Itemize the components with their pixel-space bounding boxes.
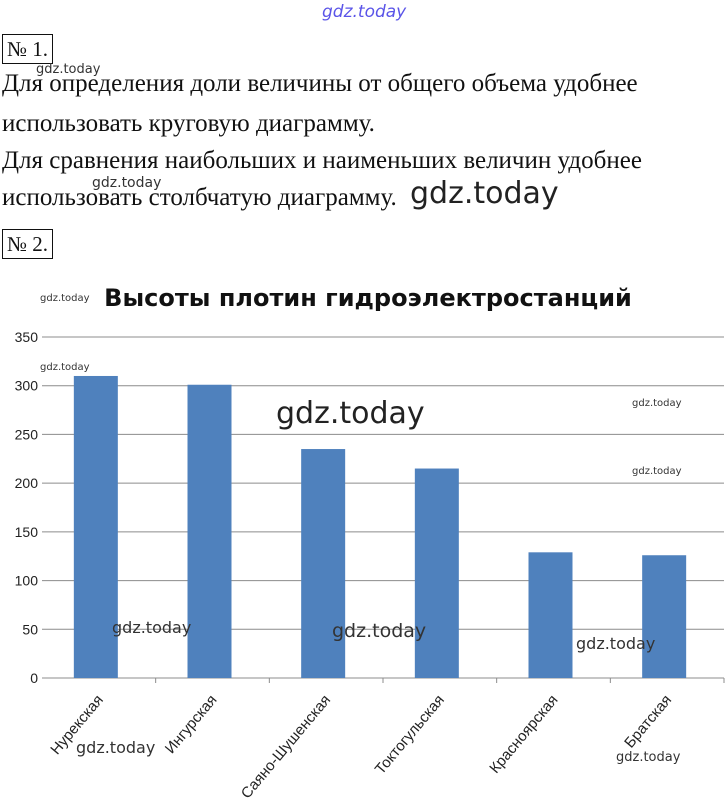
y-tick-label: 250 <box>15 426 39 442</box>
y-tick-label: 300 <box>15 378 39 394</box>
y-tick-label: 150 <box>15 524 39 540</box>
watermark: gdz.today <box>76 738 156 757</box>
bar <box>414 468 459 678</box>
x-tick-label: Красноярская <box>486 692 561 777</box>
watermark: gdz.today <box>40 293 90 304</box>
watermark-top: gdz.today <box>322 2 407 22</box>
watermark: gdz.today <box>616 750 681 765</box>
watermark: gdz.today <box>632 466 682 477</box>
watermark: gdz.today <box>276 396 425 431</box>
y-tick-label: 350 <box>15 329 39 345</box>
watermark: gdz.today <box>632 398 682 409</box>
bar <box>642 555 687 678</box>
x-tick-label: Ингурская <box>162 692 221 757</box>
bar <box>187 384 232 678</box>
watermark: gdz.today <box>576 634 656 653</box>
watermark: gdz.today <box>92 175 162 191</box>
bar <box>528 552 573 678</box>
task-1-line-1: Для определения доли величины от общего … <box>2 70 638 97</box>
y-tick-label: 100 <box>15 573 39 589</box>
task-1-line-3: Для сравнения наибольших и наименьших ве… <box>2 147 642 174</box>
bar-chart: Высоты плотин гидроэлектростанций 0 50 100 1… <box>15 284 725 802</box>
watermark: gdz.today <box>40 362 90 373</box>
y-tick-label: 0 <box>30 670 38 686</box>
task-2-label: № 2. <box>2 229 54 259</box>
task-1-line-2: использовать круговую диаграмму. <box>2 110 375 137</box>
watermark: gdz.today <box>410 176 559 211</box>
task-1-label: № 1. <box>2 34 54 64</box>
watermark: gdz.today <box>332 620 427 642</box>
watermark: gdz.today <box>36 62 101 77</box>
chart-title: Высоты плотин гидроэлектростанций <box>104 284 632 312</box>
y-tick-label: 50 <box>22 621 38 637</box>
task-1-line-4: использовать столбчатую диаграмму. <box>2 184 397 211</box>
x-tick-label: Токтогульская <box>372 692 448 778</box>
watermark: gdz.today <box>112 618 192 637</box>
bar <box>73 375 118 678</box>
x-tick-label: Саяно-Шушенская <box>238 692 334 802</box>
y-tick-label: 200 <box>15 475 39 491</box>
bar <box>301 449 346 678</box>
x-tick-label: Братская <box>621 692 675 752</box>
